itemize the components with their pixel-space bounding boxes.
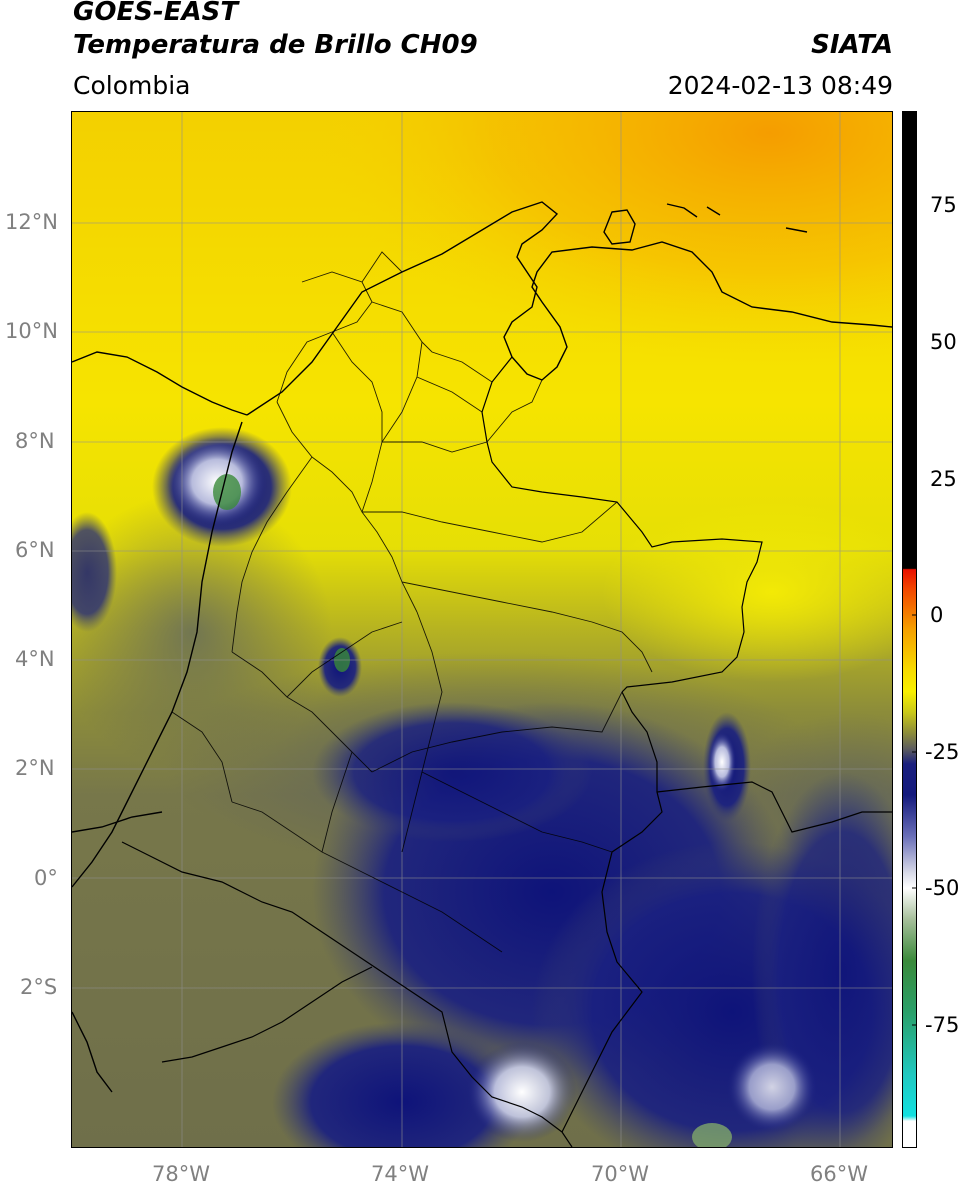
coastline-panama xyxy=(72,351,248,416)
dept-border-12 xyxy=(371,691,623,773)
agency-label: SIATA xyxy=(811,30,893,60)
border-col-peru xyxy=(121,841,563,1133)
dept-border-18 xyxy=(486,379,543,443)
yellow-region xyxy=(602,502,892,682)
colorbar-tick-marks xyxy=(912,204,916,1026)
lon-tick-label: 74°W xyxy=(371,1162,429,1186)
lat-tick-label: 12°N xyxy=(5,210,58,234)
border-ecu-peru xyxy=(161,966,373,1063)
storm-green-core-south xyxy=(692,1123,732,1147)
lat-tick-label: 4°N xyxy=(15,647,55,671)
colorbar-tick-label: 50 xyxy=(930,330,957,354)
lon-tick-label: 78°W xyxy=(152,1162,210,1186)
dept-border-16 xyxy=(321,751,353,853)
colorbar-tick-label: -75 xyxy=(925,1013,960,1037)
colorbar-tick-label: -25 xyxy=(925,740,960,764)
colorbar-gradient xyxy=(903,112,916,1147)
coastline-paraguana xyxy=(603,209,636,245)
dept-border-10 xyxy=(401,611,443,853)
colorbar-tick-label: 0 xyxy=(930,603,944,627)
storm-green-core-uraba xyxy=(213,474,241,510)
department-borders xyxy=(171,251,653,953)
dept-border-17 xyxy=(421,341,493,383)
coastlines xyxy=(72,201,892,1093)
region-label: Colombia xyxy=(73,71,191,100)
coastline-ecuador-north xyxy=(72,811,163,833)
satellite-title: GOES-EAST xyxy=(73,0,239,27)
dept-border-19 xyxy=(331,331,383,442)
lat-tick-label: 10°N xyxy=(5,319,58,343)
national-borders xyxy=(121,356,892,1147)
coastline-pacific xyxy=(72,421,243,888)
colorbar xyxy=(902,111,917,1148)
coastline-islands xyxy=(666,203,808,233)
dept-border-4 xyxy=(231,456,313,653)
lat-tick-label: 8°N xyxy=(15,429,55,453)
brightness-temperature-map xyxy=(72,112,892,1147)
dept-border-15 xyxy=(171,711,233,803)
border-ven-bra xyxy=(656,781,892,833)
graticule xyxy=(72,112,892,1147)
cloud-navy-north xyxy=(312,702,592,842)
dept-border-1 xyxy=(276,271,373,403)
timestamp-label: 2024-02-13 08:49 xyxy=(667,71,893,100)
colorbar-tick-label: 75 xyxy=(930,193,957,217)
storm-core-south xyxy=(467,1042,577,1142)
storm-core-southeast xyxy=(727,1042,817,1132)
dept-border-7 xyxy=(362,501,618,543)
lon-tick-label: 70°W xyxy=(591,1162,649,1186)
lat-tick-label: 0° xyxy=(34,866,58,890)
dept-border-2 xyxy=(361,301,423,513)
dept-border-13 xyxy=(421,771,613,853)
map-panel xyxy=(71,111,893,1148)
lat-tick-label: 6°N xyxy=(15,538,55,562)
dept-border-11 xyxy=(286,621,403,698)
dept-border-8 xyxy=(401,581,653,673)
product-title: Temperatura de Brillo CH09 xyxy=(73,30,478,60)
dept-border-20 xyxy=(361,251,403,283)
coastline-ecuador-south xyxy=(72,1011,113,1093)
colorbar-tick-label: 25 xyxy=(930,467,957,491)
storm-core-east xyxy=(708,732,736,792)
colorbar-fill xyxy=(903,112,916,1147)
dept-border-3 xyxy=(276,401,418,613)
dept-border-14 xyxy=(231,801,503,953)
border-bra-peru xyxy=(561,1131,573,1147)
dept-border-6 xyxy=(382,441,488,453)
cloud-navy-pacific xyxy=(72,512,117,632)
lon-tick-label: 66°W xyxy=(810,1162,868,1186)
cloud-gray-west xyxy=(72,492,332,772)
coastline-caribbean xyxy=(246,201,892,416)
border-col-bra xyxy=(561,691,663,1133)
lat-tick-label: 2°S xyxy=(20,975,58,999)
dept-border-5 xyxy=(416,376,483,413)
border-col-ven xyxy=(481,356,763,693)
colorbar-tick-label: -50 xyxy=(925,876,960,900)
lat-tick-label: 2°N xyxy=(15,756,55,780)
